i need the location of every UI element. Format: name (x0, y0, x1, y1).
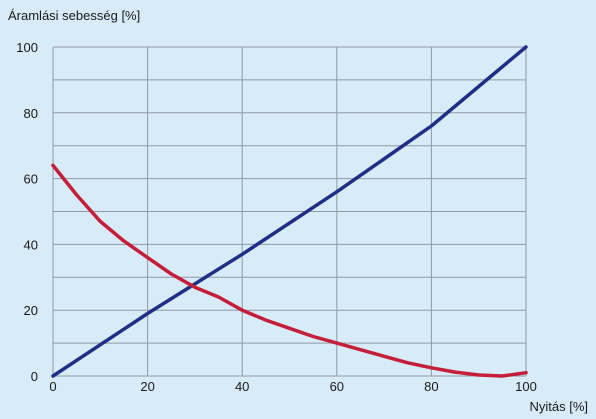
x-tick-label: 80 (424, 379, 438, 394)
series-line-2 (51, 163, 528, 378)
x-tick-label: 100 (515, 379, 537, 394)
y-axis-title: Áramlási sebesség [%] (8, 8, 140, 23)
y-tick-label: 60 (24, 172, 38, 187)
y-tick-label: 40 (24, 237, 38, 252)
y-tick-label: 0 (31, 369, 38, 384)
y-tick-label: 80 (24, 106, 38, 121)
x-tick-label: 0 (49, 379, 56, 394)
grid (52, 46, 527, 377)
x-axis-title: Nyitás [%] (529, 399, 588, 414)
y-tick-label: 20 (24, 303, 38, 318)
series-layer (51, 45, 528, 378)
x-tick-label: 40 (235, 379, 249, 394)
x-tick-label: 20 (140, 379, 154, 394)
tick-labels: 0 20 40 60 80 100 0 20 40 60 80 100 (16, 40, 537, 394)
x-tick-label: 60 (330, 379, 344, 394)
series-line-1 (51, 45, 528, 378)
y-tick-label: 100 (16, 40, 38, 55)
